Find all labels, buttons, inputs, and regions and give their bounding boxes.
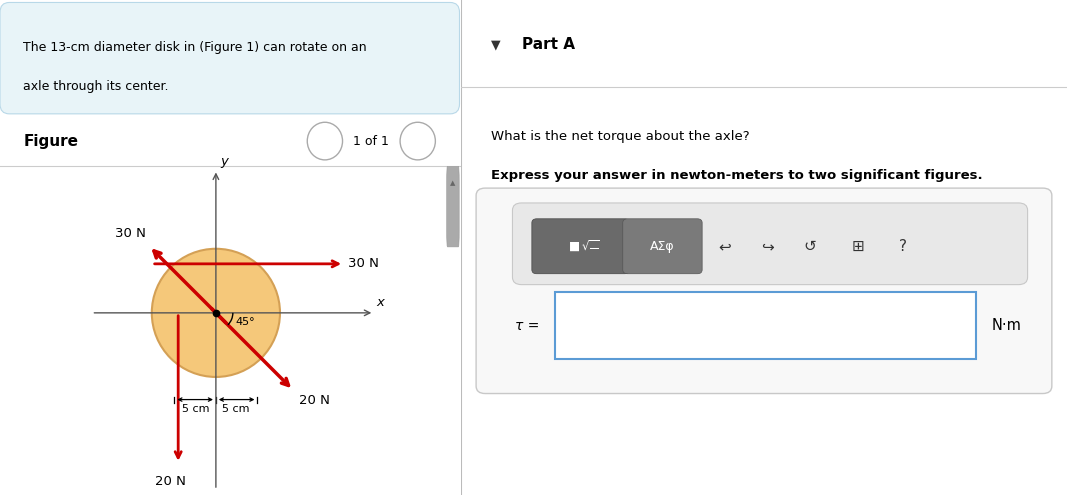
Text: x: x [377, 296, 384, 309]
Text: $\blacksquare\,\sqrt{\overline{\;\;}}$: $\blacksquare\,\sqrt{\overline{\;\;}}$ [568, 239, 600, 254]
FancyBboxPatch shape [623, 219, 702, 274]
FancyBboxPatch shape [512, 203, 1028, 285]
Text: 45°: 45° [236, 317, 255, 327]
Text: y: y [221, 155, 228, 168]
Text: 20 N: 20 N [299, 394, 330, 407]
Text: 1 of 1: 1 of 1 [353, 135, 389, 148]
Bar [461, 87, 1067, 495]
Text: >: > [413, 135, 423, 148]
Text: AΣφ: AΣφ [650, 240, 674, 253]
Text: Express your answer in newton-meters to two significant figures.: Express your answer in newton-meters to … [491, 169, 983, 182]
Text: ↩: ↩ [718, 239, 731, 254]
Circle shape [307, 122, 343, 160]
FancyBboxPatch shape [476, 188, 1052, 394]
Bar [555, 292, 976, 359]
Text: 5 cm: 5 cm [181, 404, 209, 414]
Text: <: < [320, 135, 330, 148]
Text: Figure: Figure [23, 134, 78, 148]
Text: 30 N: 30 N [114, 227, 145, 240]
Text: 5 cm: 5 cm [223, 404, 250, 414]
Text: ⊞: ⊞ [851, 239, 864, 254]
Text: ▲: ▲ [450, 180, 456, 187]
Text: 30 N: 30 N [348, 257, 379, 270]
FancyBboxPatch shape [531, 219, 630, 274]
Text: What is the net torque about the axle?: What is the net torque about the axle? [491, 130, 750, 143]
Text: Part A: Part A [522, 37, 574, 52]
Text: τ =: τ = [515, 319, 540, 333]
Text: ↪: ↪ [761, 239, 774, 254]
Text: ?: ? [899, 239, 907, 254]
Text: 20 N: 20 N [155, 475, 186, 488]
Text: ↺: ↺ [803, 239, 816, 254]
FancyBboxPatch shape [0, 2, 460, 114]
Text: The 13-cm diameter disk in (Figure 1) can rotate on an: The 13-cm diameter disk in (Figure 1) ca… [23, 41, 367, 53]
Circle shape [152, 249, 280, 377]
FancyBboxPatch shape [447, 166, 459, 247]
Text: N·m: N·m [991, 318, 1021, 333]
Text: axle through its center.: axle through its center. [23, 80, 169, 93]
Text: ▼: ▼ [491, 38, 500, 51]
Circle shape [400, 122, 435, 160]
